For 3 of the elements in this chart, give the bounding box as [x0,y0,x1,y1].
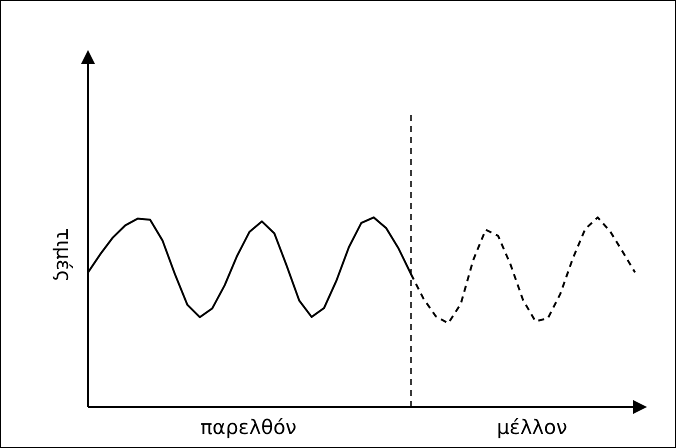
text: μέλλον [496,415,568,439]
y-axis-title: τιμές [52,226,76,284]
text: παρελθόν [199,415,298,439]
